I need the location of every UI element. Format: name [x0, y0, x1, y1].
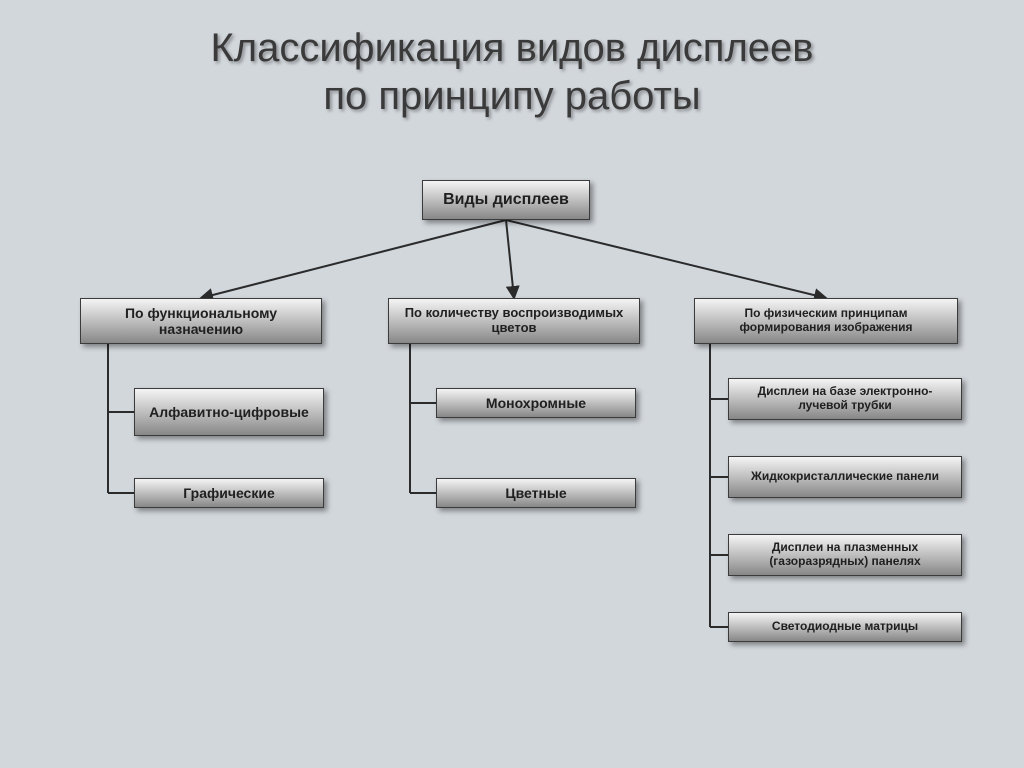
leaf-node-1-1: Цветные: [436, 478, 636, 508]
title-line-1: Классификация видов дисплеев: [210, 26, 813, 70]
root-node: Виды дисплеев: [422, 180, 590, 220]
slide-title: Классификация видов дисплеев по принципу…: [0, 24, 1024, 120]
leaf-node-1-0: Монохромные: [436, 388, 636, 418]
leaf-node-2-3: Светодиодные матрицы: [728, 612, 962, 642]
leaf-node-2-2: Дисплеи на плазменных (газоразрядных) па…: [728, 534, 962, 576]
branch-header-1: По количеству воспроизводимых цветов: [388, 298, 640, 344]
title-line-2: по принципу работы: [323, 74, 700, 118]
leaf-node-2-0: Дисплеи на базе электронно-лучевой трубк…: [728, 378, 962, 420]
leaf-node-0-0: Алфавитно-цифровые: [134, 388, 324, 436]
leaf-node-0-1: Графические: [134, 478, 324, 508]
branch-header-0: По функциональному назначению: [80, 298, 322, 344]
leaf-node-2-1: Жидкокристаллические панели: [728, 456, 962, 498]
branch-header-2: По физическим принципам формирования изо…: [694, 298, 958, 344]
